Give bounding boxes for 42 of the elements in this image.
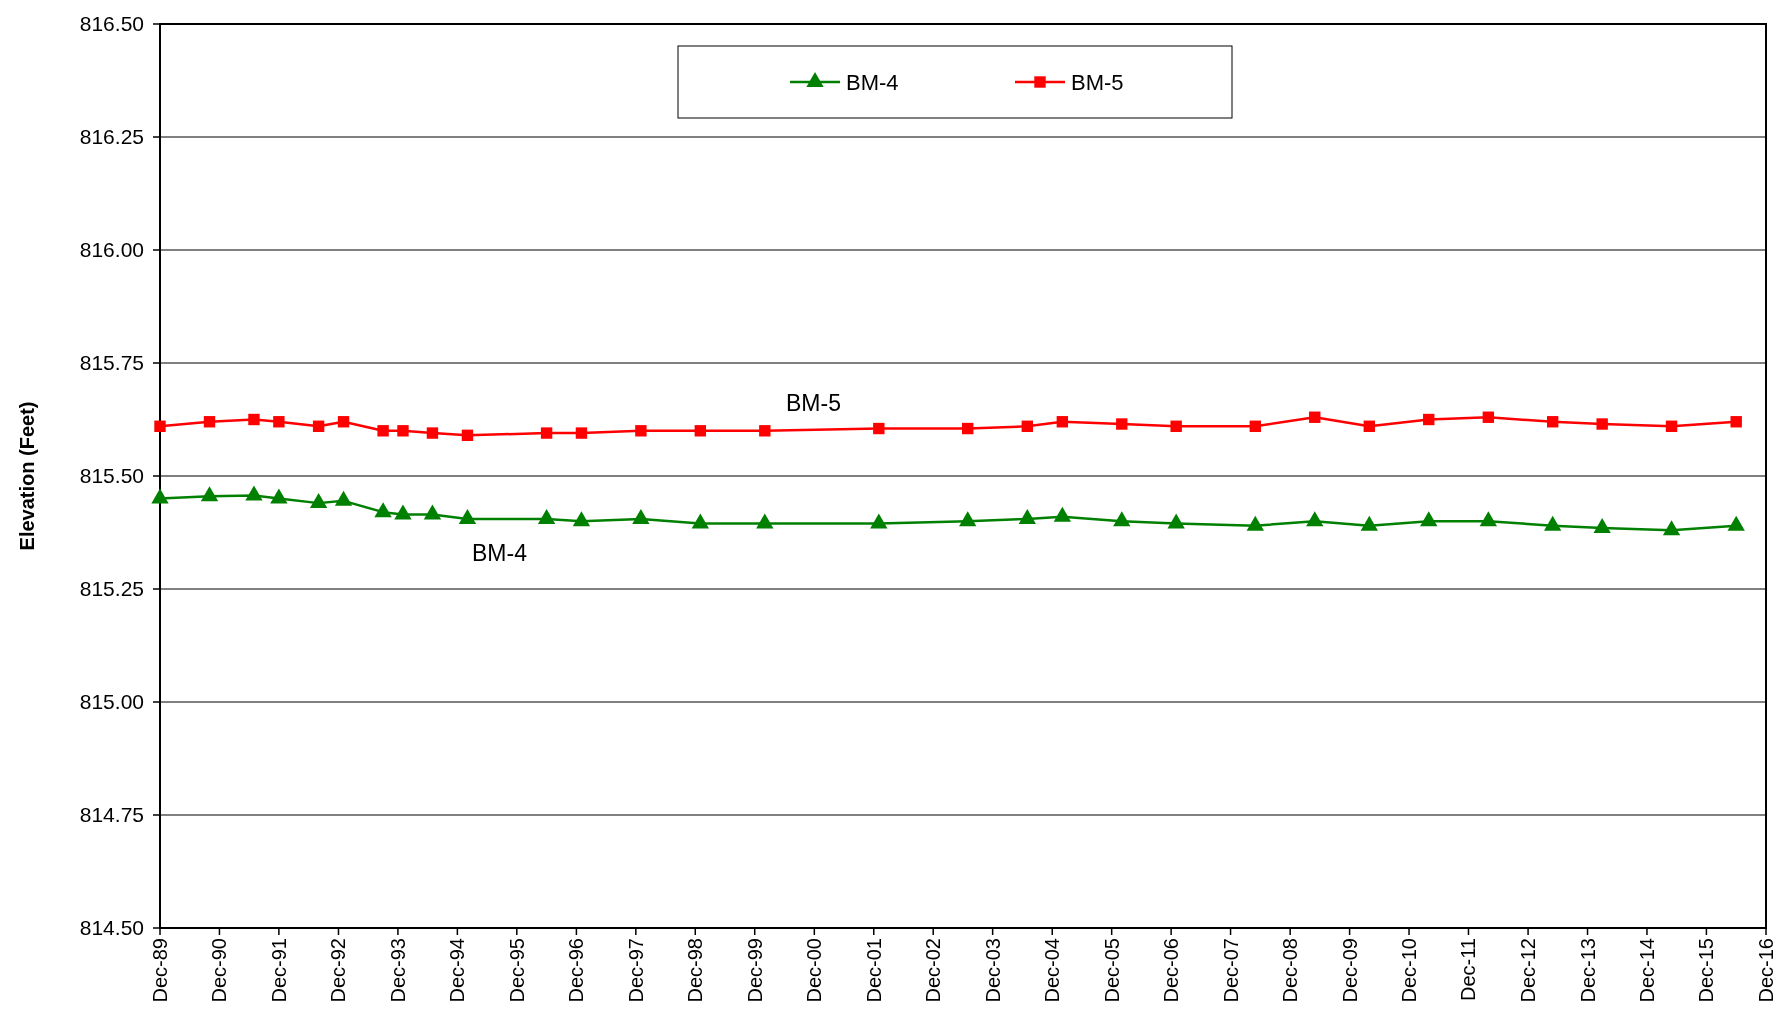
x-tick-label: Dec-14 <box>1635 938 1658 1003</box>
x-tick-label: Dec-07 <box>1219 938 1242 1003</box>
y-tick-label: 815.75 <box>79 351 144 375</box>
y-tick-label: 815.00 <box>79 690 144 714</box>
annotation: BM-4 <box>472 540 528 567</box>
x-tick-label: Dec-02 <box>922 938 945 1003</box>
x-tick-label: Dec-06 <box>1160 938 1183 1003</box>
x-tick-label: Dec-13 <box>1576 938 1599 1003</box>
y-tick-label: 815.25 <box>79 577 144 601</box>
y-tick-label: 816.25 <box>79 125 144 149</box>
x-tick-label: Dec-98 <box>684 938 707 1003</box>
y-axis-title: Elevation (Feet) <box>16 401 38 551</box>
x-tick-label: Dec-93 <box>386 938 409 1003</box>
annotation: BM-5 <box>786 390 841 417</box>
legend-label: BM-4 <box>846 69 899 95</box>
x-tick-label: Dec-91 <box>267 938 290 1003</box>
x-tick-label: Dec-97 <box>624 938 647 1003</box>
y-tick-label: 816.50 <box>79 12 144 36</box>
x-tick-label: Dec-90 <box>208 938 231 1003</box>
x-tick-label: Dec-16 <box>1755 938 1777 1003</box>
x-tick-label: Dec-03 <box>981 938 1004 1003</box>
x-tick-label: Dec-05 <box>1100 938 1123 1003</box>
x-tick-label: Dec-11 <box>1457 938 1480 1001</box>
x-tick-label: Dec-95 <box>505 938 528 1003</box>
x-tick-label: Dec-96 <box>565 938 588 1003</box>
x-tick-label: Dec-10 <box>1398 938 1421 1003</box>
y-tick-label: 815.50 <box>79 464 144 488</box>
legend-label: BM-5 <box>1071 69 1124 95</box>
x-tick-label: Dec-89 <box>149 938 171 1003</box>
x-tick-label: Dec-00 <box>803 938 826 1003</box>
y-tick-label: 814.75 <box>79 803 144 827</box>
x-tick-label: Dec-99 <box>743 938 766 1003</box>
y-tick-label: 814.50 <box>79 916 144 940</box>
x-tick-label: Dec-94 <box>446 938 469 1003</box>
x-tick-label: Dec-12 <box>1517 938 1540 1003</box>
x-tick-label: Dec-92 <box>327 938 350 1003</box>
x-tick-label: Dec-01 <box>862 938 885 1003</box>
x-tick-label: Dec-15 <box>1695 938 1718 1003</box>
x-tick-label: Dec-04 <box>1041 938 1064 1003</box>
y-tick-label: 816.00 <box>79 238 144 262</box>
x-tick-label: Dec-08 <box>1279 938 1302 1003</box>
x-tick-label: Dec-09 <box>1338 938 1361 1003</box>
